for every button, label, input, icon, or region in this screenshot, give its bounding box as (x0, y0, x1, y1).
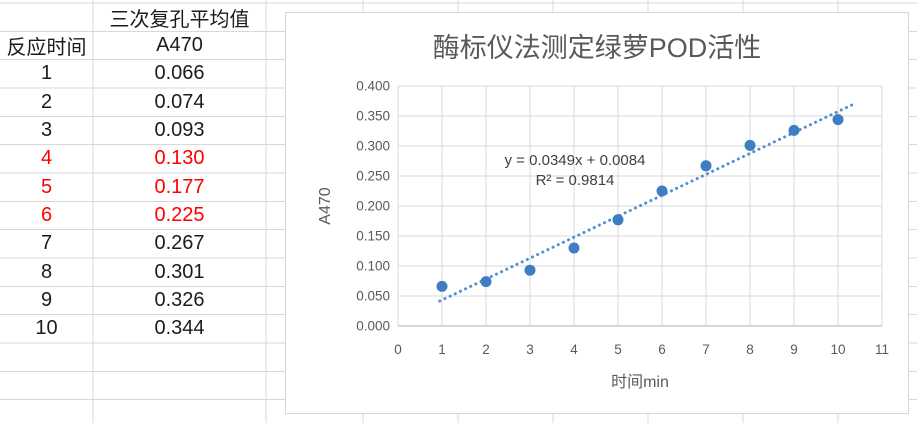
data-point[interactable] (656, 185, 668, 197)
cell-time-3[interactable]: 3 (40, 118, 53, 141)
x-tick-label: 8 (746, 342, 754, 357)
cell-time-6[interactable]: 6 (40, 203, 53, 226)
y-tick-label: 0.100 (356, 259, 390, 274)
x-tick-label: 6 (658, 342, 666, 357)
y-tick-label: 0.000 (356, 319, 390, 334)
cell-a470-8[interactable]: 0.301 (154, 260, 205, 283)
trendline-r-squared: R² = 0.9814 (535, 172, 615, 189)
x-tick-label: 7 (702, 342, 710, 357)
x-tick-label: 1 (438, 342, 446, 357)
x-axis-title: 时间min (611, 374, 669, 391)
trendline-equation: y = 0.0349x + 0.0084 (504, 152, 646, 169)
trendline-label: y = 0.0349x + 0.0084 R² = 0.9814 (472, 151, 678, 191)
y-axis-title: A470 (317, 187, 334, 225)
data-point[interactable] (436, 280, 448, 292)
cell-a470-5[interactable]: 0.177 (154, 175, 205, 198)
cell-a470-3[interactable]: 0.093 (154, 118, 205, 141)
cell-time-1[interactable]: 1 (40, 62, 53, 85)
cell-a1[interactable] (0, 3, 93, 31)
cell-a470-7[interactable]: 0.267 (154, 232, 205, 255)
x-tick-label: 10 (830, 342, 845, 357)
y-tick-label: 0.350 (356, 109, 390, 124)
y-tick-label: 0.150 (356, 229, 390, 244)
data-point[interactable] (480, 276, 492, 288)
x-tick-label: 11 (875, 342, 889, 357)
y-tick-label: 0.050 (356, 289, 390, 304)
cell-time-4[interactable]: 4 (40, 147, 53, 170)
cell-time-7[interactable]: 7 (40, 232, 53, 255)
chart-title: 酶标仪法测定绿萝POD活性 (432, 33, 762, 63)
cell-time-10[interactable]: 10 (35, 317, 58, 340)
x-tick-label: 0 (394, 342, 402, 357)
cell-a470-1[interactable]: 0.066 (154, 62, 205, 85)
x-tick-label: 4 (570, 342, 578, 357)
data-point[interactable] (700, 160, 712, 172)
cell-a470-10[interactable]: 0.344 (154, 317, 205, 340)
data-point[interactable] (612, 214, 624, 226)
data-point[interactable] (568, 242, 580, 254)
x-tick-label: 9 (790, 342, 798, 357)
plot-area: 0.000 0.050 0.100 0.150 0.200 0.250 0.300 0.350… (356, 79, 889, 358)
data-point[interactable] (832, 114, 844, 126)
cell-time-2[interactable]: 2 (40, 90, 53, 113)
x-tick-label: 5 (614, 342, 622, 357)
cell-time-9[interactable]: 9 (40, 288, 53, 311)
y-tick-label: 0.300 (356, 139, 390, 154)
y-tick-label: 0.400 (356, 79, 390, 94)
cell-time-5[interactable]: 5 (40, 175, 53, 198)
y-tick-label: 0.200 (356, 199, 390, 214)
cell-time-8[interactable]: 8 (40, 260, 53, 283)
data-point[interactable] (788, 124, 800, 136)
cell-a470-2[interactable]: 0.074 (154, 90, 205, 113)
data-point[interactable] (744, 139, 756, 151)
x-tick-label: 2 (482, 342, 490, 357)
cell-header-avg[interactable]: 三次复孔平均值 (109, 8, 250, 31)
cell-header-a470[interactable]: A470 (156, 33, 203, 56)
data-point[interactable] (524, 264, 536, 276)
cell-a470-6[interactable]: 0.225 (154, 203, 205, 226)
cell-a470-4[interactable]: 0.130 (154, 147, 205, 170)
y-tick-label: 0.250 (356, 169, 390, 184)
chart-panel[interactable]: 酶标仪法测定绿萝POD活性 0.000 0.050 0.100 0.150 0.200 0… (285, 12, 909, 414)
spreadsheet-table: 三次复孔平均值 反应时间 A470 1 0.066 2 0.074 3 0.093 4 0.130 5… (0, 3, 266, 343)
x-tick-label: 3 (526, 342, 534, 357)
cell-header-time[interactable]: 反应时间 (6, 37, 87, 59)
cell-a470-9[interactable]: 0.326 (154, 288, 205, 311)
